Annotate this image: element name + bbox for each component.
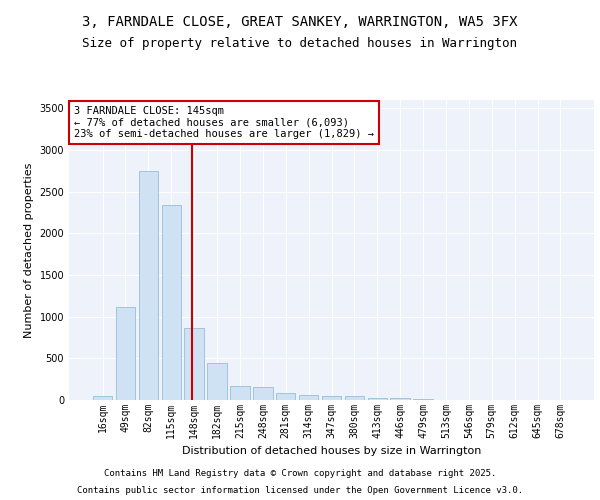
Bar <box>208 364 227 400</box>
Y-axis label: Number of detached properties: Number of detached properties <box>24 162 34 338</box>
Bar <box>322 396 341 400</box>
Text: 3, FARNDALE CLOSE, GREAT SANKEY, WARRINGTON, WA5 3FX: 3, FARNDALE CLOSE, GREAT SANKEY, WARRING… <box>82 15 518 29</box>
Bar <box>413 399 433 400</box>
Bar <box>139 171 158 400</box>
Bar <box>93 396 112 400</box>
Bar <box>344 396 364 400</box>
Text: 3 FARNDALE CLOSE: 145sqm
← 77% of detached houses are smaller (6,093)
23% of sem: 3 FARNDALE CLOSE: 145sqm ← 77% of detach… <box>74 106 374 139</box>
Bar <box>276 392 295 400</box>
Bar <box>184 328 204 400</box>
Text: Contains public sector information licensed under the Open Government Licence v3: Contains public sector information licen… <box>77 486 523 495</box>
Bar <box>253 386 272 400</box>
Bar <box>161 205 181 400</box>
Text: Size of property relative to detached houses in Warrington: Size of property relative to detached ho… <box>83 38 517 51</box>
Text: Contains HM Land Registry data © Crown copyright and database right 2025.: Contains HM Land Registry data © Crown c… <box>104 468 496 477</box>
Bar <box>299 395 319 400</box>
Bar <box>116 306 135 400</box>
Bar <box>391 398 410 400</box>
X-axis label: Distribution of detached houses by size in Warrington: Distribution of detached houses by size … <box>182 446 481 456</box>
Bar <box>230 386 250 400</box>
Bar <box>368 398 387 400</box>
